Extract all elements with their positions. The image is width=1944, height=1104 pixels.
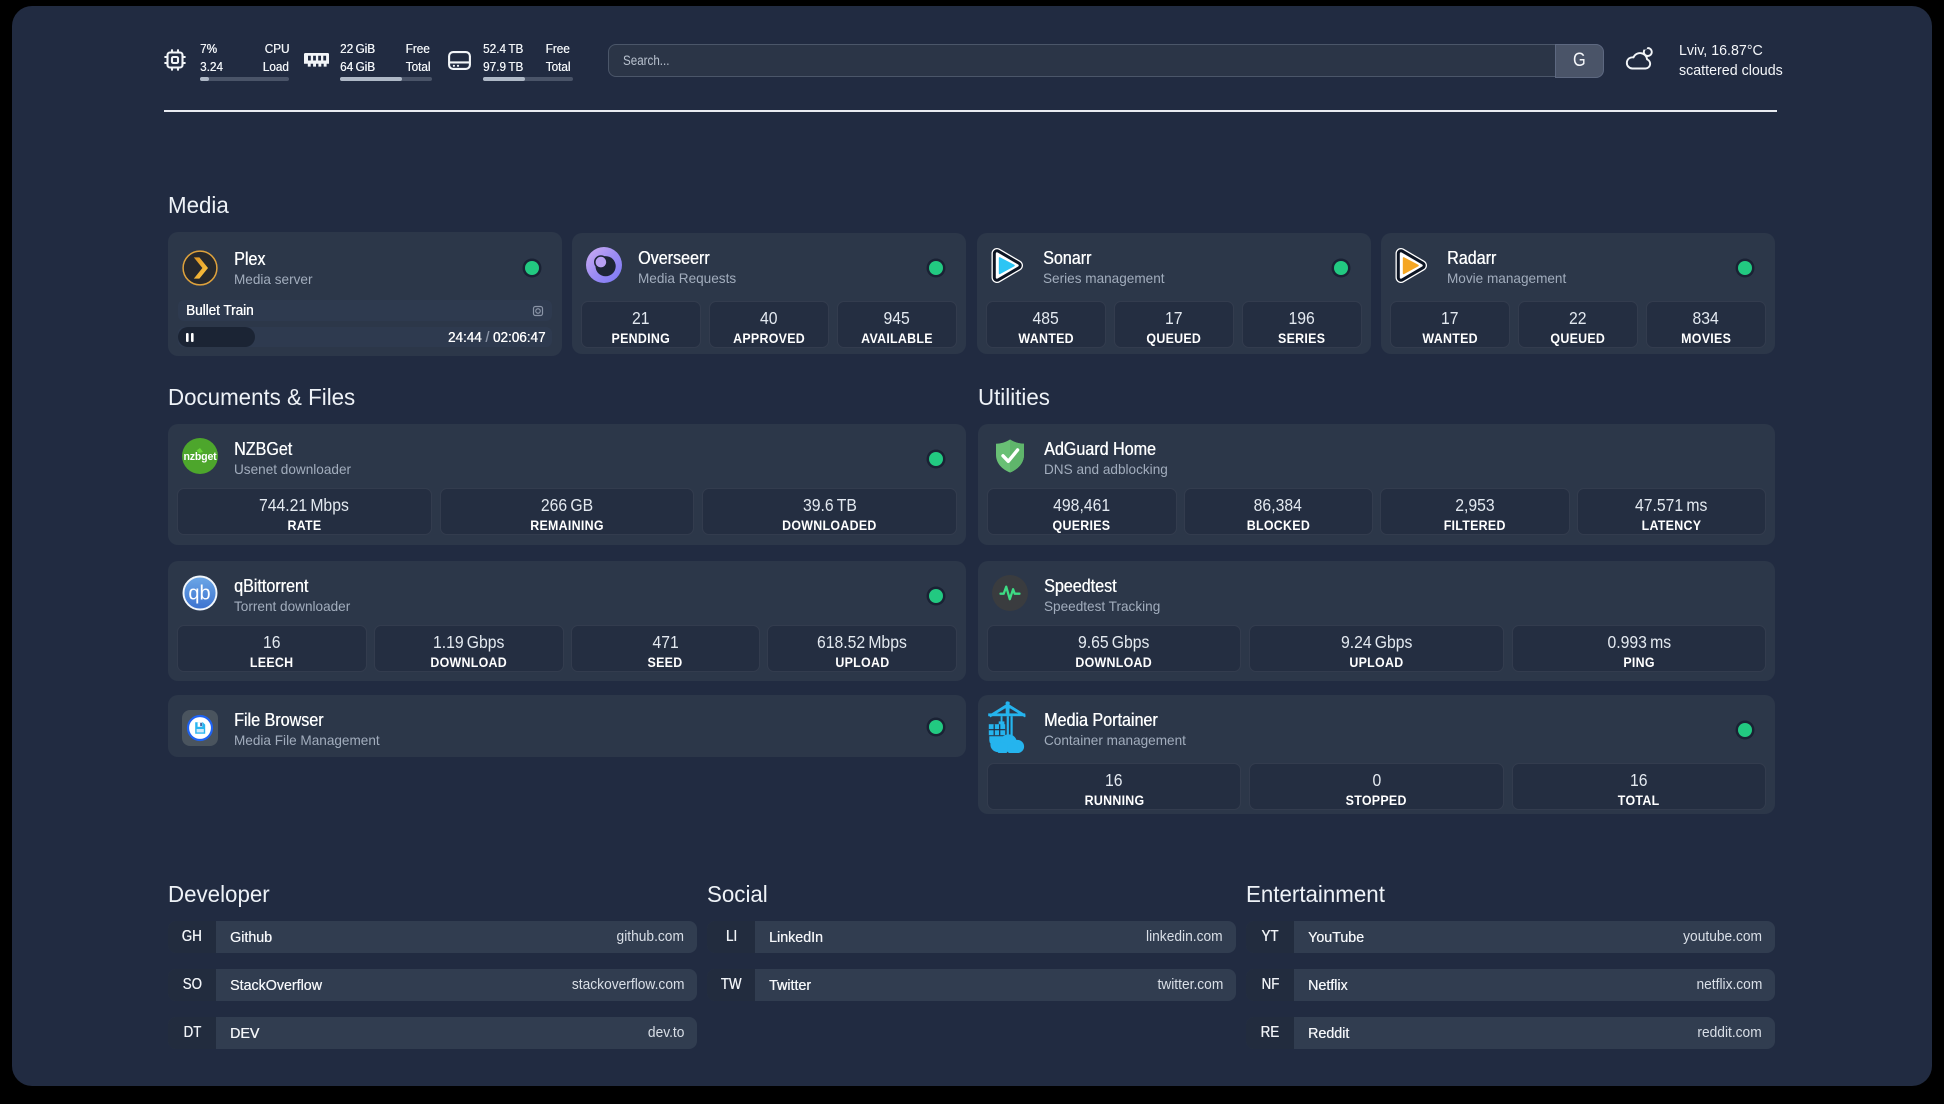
svg-text:qb: qb — [188, 583, 210, 605]
svg-text:nzbget: nzbget — [184, 451, 218, 463]
